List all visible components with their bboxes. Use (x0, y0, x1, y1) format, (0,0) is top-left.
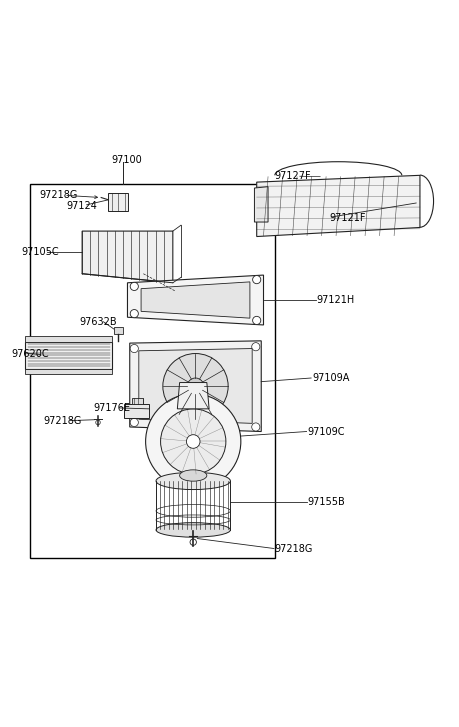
Circle shape (130, 418, 138, 427)
Polygon shape (82, 231, 173, 283)
Circle shape (161, 409, 226, 474)
Circle shape (130, 310, 138, 318)
Text: 97100: 97100 (112, 156, 142, 165)
Circle shape (187, 378, 204, 394)
Text: 97155B: 97155B (308, 497, 345, 507)
Bar (25, 342, 112, 369)
Text: 97620C: 97620C (12, 350, 50, 359)
Circle shape (163, 353, 228, 419)
Polygon shape (177, 382, 209, 409)
Bar (108, 193, 129, 211)
Text: 97105C: 97105C (21, 247, 59, 257)
Circle shape (146, 394, 241, 489)
Ellipse shape (156, 473, 230, 489)
Text: 97109A: 97109A (312, 373, 349, 383)
Circle shape (130, 345, 138, 353)
Circle shape (252, 423, 260, 431)
Bar (114, 327, 123, 334)
Polygon shape (254, 187, 268, 222)
Polygon shape (139, 348, 252, 423)
Polygon shape (257, 175, 420, 236)
Circle shape (252, 276, 261, 284)
Text: 97124: 97124 (66, 201, 97, 211)
Polygon shape (128, 275, 263, 325)
Circle shape (252, 342, 260, 351)
Text: 97127F: 97127F (275, 172, 312, 181)
Bar (25, 337, 112, 342)
Circle shape (252, 316, 261, 324)
Bar (124, 404, 149, 418)
Circle shape (192, 382, 199, 390)
Text: 97218G: 97218G (44, 416, 82, 425)
Circle shape (186, 435, 200, 449)
Polygon shape (130, 341, 261, 432)
Ellipse shape (179, 470, 207, 481)
Text: 97121F: 97121F (329, 214, 366, 223)
Text: 97176E: 97176E (94, 403, 130, 413)
Text: 97218G: 97218G (39, 190, 78, 200)
Bar (25, 369, 112, 374)
Bar (30, 185, 275, 558)
Ellipse shape (156, 523, 230, 537)
Text: 97121H: 97121H (317, 295, 355, 305)
Circle shape (130, 282, 138, 291)
Text: 97632B: 97632B (80, 317, 118, 326)
Bar (132, 398, 143, 404)
Text: 97218G: 97218G (275, 545, 313, 555)
Polygon shape (141, 282, 250, 318)
Text: 97109C: 97109C (308, 427, 345, 436)
